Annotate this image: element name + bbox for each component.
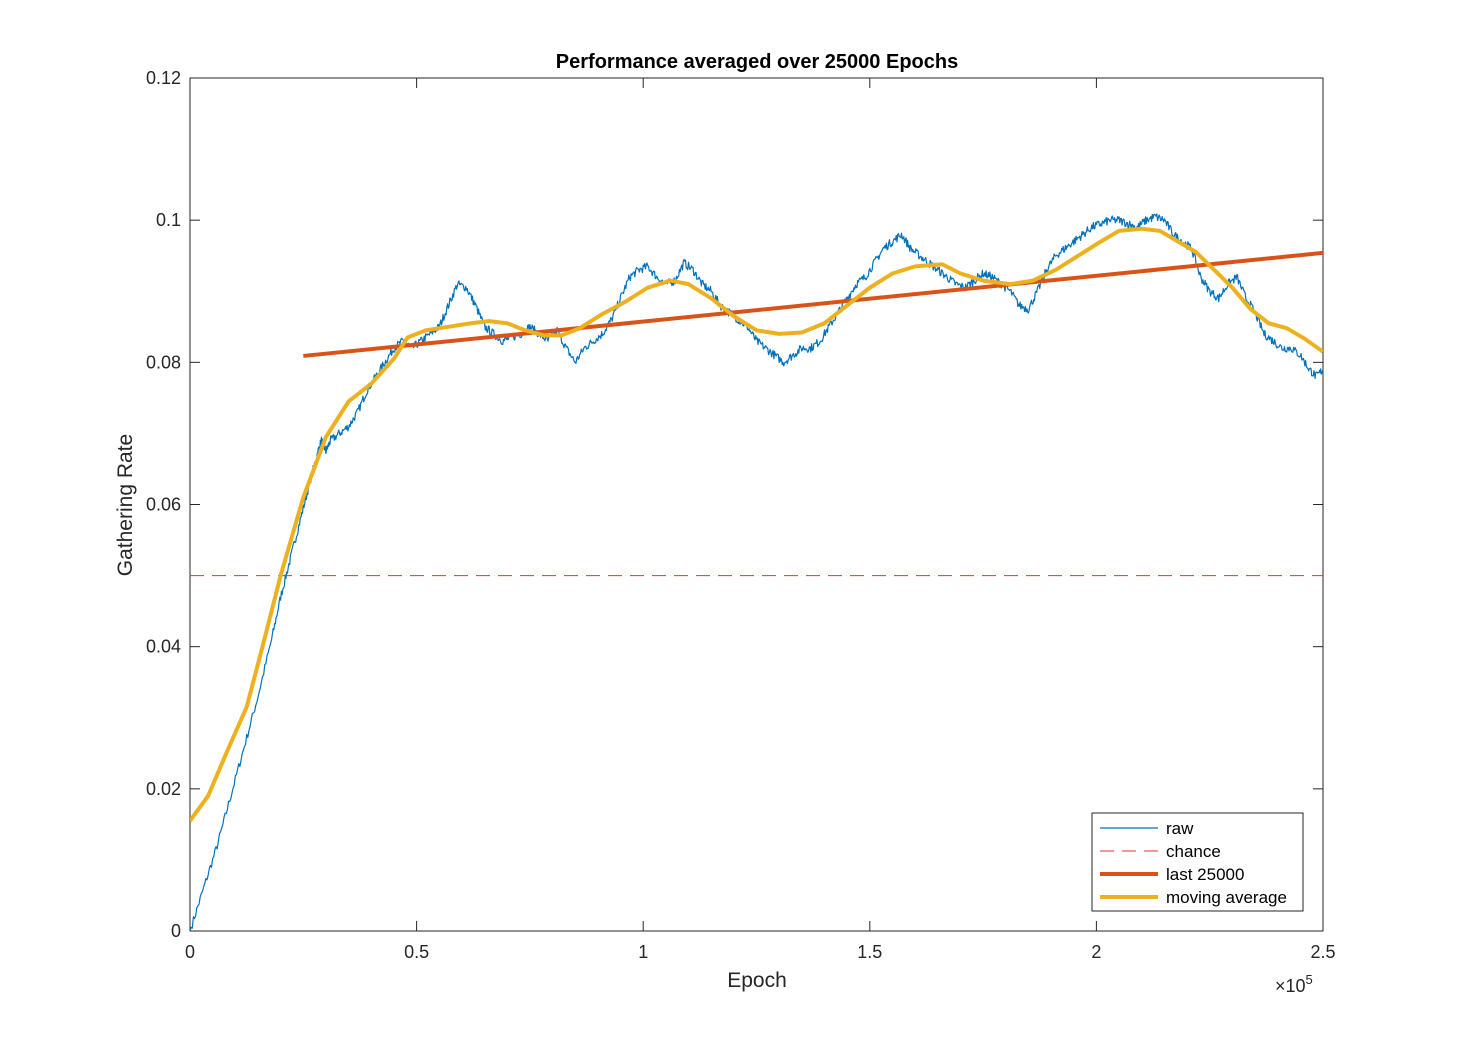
series-line-last-25000 — [303, 250, 1323, 358]
y-tick-label: 0.04 — [146, 637, 181, 657]
x-tick-label: 1.5 — [857, 942, 882, 962]
x-axis-label: Epoch — [727, 969, 787, 992]
legend: raw chance last 25000 moving average — [1091, 812, 1304, 912]
y-tick-label: 0.08 — [146, 352, 181, 372]
legend-entry-label: chance — [1166, 842, 1221, 861]
legend-entry-label: last 25000 — [1166, 865, 1244, 884]
legend-entry-label: moving average — [1166, 888, 1287, 907]
series-layer — [190, 213, 1323, 931]
plot-area — [189, 77, 1324, 932]
legend-box — [1091, 812, 1304, 912]
y-tick-label: 0.1 — [156, 210, 181, 230]
x-tick-label: 1 — [638, 942, 648, 962]
y-tick-label: 0.02 — [146, 779, 181, 799]
x-tick-label: 2.5 — [1310, 942, 1335, 962]
x-tick-label: 2 — [1091, 942, 1101, 962]
y-tick-label: 0.12 — [146, 68, 181, 88]
axis-ticks: 0 0.5 1 1.5 2 2.5 0 0.02 0.04 0.06 0.08 0.1 0.12 — [146, 68, 1336, 962]
x-tick-label: 0 — [185, 942, 195, 962]
y-tick-label: 0.06 — [146, 495, 181, 515]
x-exponent-label: ×105 — [1275, 972, 1313, 996]
y-axis-label: Gathering Rate — [114, 434, 137, 576]
y-tick-label: 0 — [171, 921, 181, 941]
x-tick-label: 0.5 — [404, 942, 429, 962]
legend-entry-label: raw — [1166, 819, 1194, 838]
x-exponent-prefix: ×10 — [1275, 976, 1306, 996]
chart-title: Performance averaged over 25000 Epochs — [556, 51, 958, 73]
x-exponent-power: 5 — [1306, 972, 1313, 987]
series-line-moving-average — [190, 226, 1323, 822]
